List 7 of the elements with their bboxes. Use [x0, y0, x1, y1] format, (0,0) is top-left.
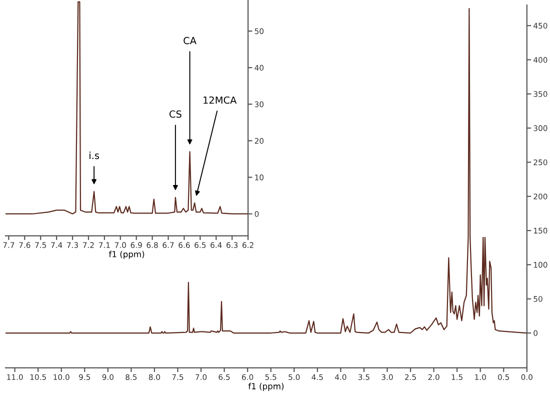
- x-axis-title: f1 (ppm): [108, 250, 144, 259]
- annotation: CS: [170, 110, 182, 118]
- annotation: i.s: [90, 152, 100, 160]
- line-series: [6, 1, 248, 214]
- x-axis-title: f1 (ppm): [248, 382, 284, 391]
- annotation: CA: [184, 36, 196, 44]
- annotation: 12MCA: [204, 96, 237, 104]
